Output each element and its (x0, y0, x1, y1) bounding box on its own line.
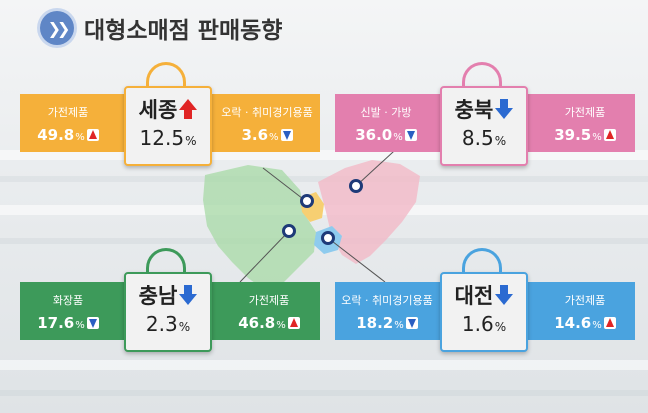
item-value: 18.2% (335, 314, 439, 332)
item-value: 49.8% (20, 126, 116, 144)
daejeon-bag-card: 대전 1.6% (440, 248, 528, 352)
bag-handle (146, 62, 186, 88)
item-value: 46.8% (218, 314, 320, 332)
region-name: 대전 (442, 280, 526, 310)
region-name: 충북 (442, 94, 526, 124)
blue-down-arrow-icon (404, 129, 417, 141)
item-label: 오락 · 취미경기용품 (221, 106, 313, 119)
item-label: 가전제품 (47, 106, 89, 119)
item-label: 가전제품 (248, 294, 290, 307)
location-marker-sejong (300, 194, 314, 208)
item-value: 39.5% (535, 126, 635, 144)
red-up-arrow-icon (179, 99, 198, 119)
bag-handle (462, 248, 502, 274)
item-value: 3.6% (214, 126, 320, 144)
item-label: 가전제품 (564, 106, 606, 119)
region-value: 1.6% (461, 312, 507, 336)
map-chungbuk-region (318, 160, 420, 264)
chungnam-bag-card: 충남 2.3% (124, 248, 212, 352)
connector-line-daejeon (327, 237, 386, 283)
item-value: 14.6% (535, 314, 635, 332)
blue-down-arrow-icon (495, 285, 514, 305)
sejong-bag-card: 세종 12.5% (124, 62, 212, 166)
item-label: 가전제품 (564, 294, 606, 307)
chungbuk-left-item: 신발 · 가방 36.0% (335, 94, 437, 152)
page-header: ❯❯ 대형소매점 판매동향 (40, 10, 282, 46)
item-value: 17.6% (20, 314, 116, 332)
chungnam-left-item: 화장품 17.6% (20, 282, 116, 340)
daejeon-right-item: 가전제품 14.6% (535, 282, 635, 340)
red-up-arrow-icon (86, 129, 99, 141)
chungnam-right-item: 가전제품 46.8% (218, 282, 320, 340)
blue-down-arrow-icon (86, 317, 99, 329)
page-title: 대형소매점 판매동향 (84, 18, 283, 44)
blue-down-arrow-icon (280, 129, 293, 141)
daejeon-left-item: 오락 · 취미경기용품 18.2% (335, 282, 439, 340)
red-up-arrow-icon (603, 317, 616, 329)
region-name: 충남 (126, 280, 210, 310)
red-up-arrow-icon (603, 129, 616, 141)
item-label: 화장품 (52, 294, 84, 307)
background-shelf (0, 360, 648, 370)
blue-down-arrow-icon (495, 99, 514, 119)
region-value: 8.5% (461, 126, 507, 150)
sejong-left-item: 가전제품 49.8% (20, 94, 116, 152)
location-marker-daejeon (321, 231, 335, 245)
double-chevron-right-icon: ❯❯ (40, 11, 74, 45)
blue-down-arrow-icon (405, 317, 418, 329)
item-value: 36.0% (335, 126, 437, 144)
connector-line-chungnam (239, 230, 290, 283)
background-shelf (0, 205, 648, 215)
blue-down-arrow-icon (179, 285, 198, 305)
location-marker-chungbuk (349, 179, 363, 193)
item-label: 오락 · 취미경기용품 (341, 294, 433, 307)
location-marker-chungnam (282, 224, 296, 238)
region-value: 12.5% (139, 126, 197, 150)
red-up-arrow-icon (287, 317, 300, 329)
bag-handle (146, 248, 186, 274)
region-value: 2.3% (145, 312, 191, 336)
sejong-right-item: 오락 · 취미경기용품 3.6% (214, 94, 320, 152)
region-name: 세종 (126, 94, 210, 124)
bag-handle (462, 62, 502, 88)
item-label: 신발 · 가방 (360, 106, 412, 119)
background-shelf (0, 390, 648, 396)
map-chungnam-region (203, 165, 316, 288)
connector-line-sejong (262, 167, 308, 203)
chungbuk-bag-card: 충북 8.5% (440, 62, 528, 166)
chungbuk-right-item: 가전제품 39.5% (535, 94, 635, 152)
background-shelf (0, 150, 648, 160)
